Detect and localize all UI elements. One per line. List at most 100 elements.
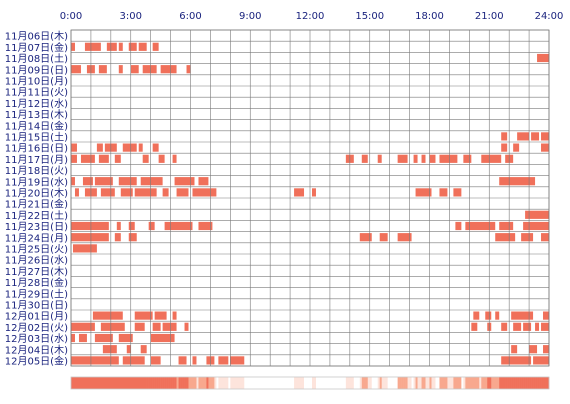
summary-cell <box>308 377 311 389</box>
summary-cell <box>509 377 512 389</box>
x-tick-label: 9:00 <box>239 11 261 22</box>
activity-bar <box>94 177 113 186</box>
activity-bar <box>128 233 137 242</box>
summary-cell <box>501 377 504 389</box>
summary-cell <box>98 377 102 389</box>
summary-cell <box>439 377 442 389</box>
activity-bar <box>78 333 87 343</box>
row-label: 11月17日(月) <box>5 154 68 166</box>
activity-bar <box>463 154 472 163</box>
row-label: 11月30日(日) <box>5 300 68 312</box>
summary-cell <box>256 377 259 389</box>
activity-bar <box>543 345 549 354</box>
summary-cell <box>106 377 110 389</box>
activity-bar <box>158 154 165 163</box>
summary-cell <box>543 377 546 389</box>
summary-cell <box>262 377 265 389</box>
summary-cell <box>118 377 122 389</box>
activity-bar <box>71 221 109 231</box>
summary-cell <box>491 377 494 389</box>
summary-cell <box>461 377 464 389</box>
row-label: 11月08日(土) <box>5 52 68 65</box>
activity-bar <box>162 188 169 197</box>
summary-cell <box>288 377 291 389</box>
activity-bar <box>541 322 549 331</box>
summary-cell <box>539 377 542 389</box>
summary-cell <box>146 377 149 389</box>
summary-cell <box>78 377 82 389</box>
summary-cell <box>212 377 215 389</box>
activity-bar <box>481 154 502 163</box>
summary-cell <box>104 377 108 389</box>
activity-bar <box>455 221 462 231</box>
activity-bar <box>377 154 382 163</box>
row-label: 11月06日(木) <box>5 31 68 43</box>
summary-cell <box>92 377 96 389</box>
activity-bar <box>128 221 135 231</box>
summary-cell <box>142 377 145 389</box>
summary-cell <box>224 377 227 389</box>
row-label: 12月05日(金) <box>5 355 68 368</box>
activity-bar <box>160 65 177 74</box>
summary-cell <box>152 377 155 389</box>
activity-bar <box>152 42 159 51</box>
summary-cell <box>393 377 396 389</box>
activity-bar <box>495 233 516 242</box>
activity-bar <box>465 221 496 231</box>
summary-cell <box>296 377 299 389</box>
summary-cell <box>116 377 120 389</box>
summary-strip-border <box>70 376 550 390</box>
x-tick-label: 6:00 <box>179 11 201 22</box>
summary-cell <box>80 377 84 389</box>
activity-bar <box>100 322 125 331</box>
summary-cell <box>505 377 508 389</box>
summary-cell <box>507 377 510 389</box>
summary-cell <box>250 377 253 389</box>
summary-cell <box>218 377 221 389</box>
summary-cell <box>74 377 78 389</box>
row-label: 11月10日(月) <box>5 76 68 88</box>
activity-bar <box>126 345 131 354</box>
activity-bar <box>154 311 167 320</box>
summary-cell <box>455 377 458 389</box>
activity-bar <box>92 311 123 320</box>
summary-cell <box>409 377 412 389</box>
activity-bar <box>397 154 408 163</box>
summary-cell <box>429 377 432 389</box>
summary-cell <box>140 377 143 389</box>
summary-cell <box>379 377 382 389</box>
summary-cell <box>136 377 140 389</box>
activity-bar <box>499 177 536 186</box>
row-label: 11月24日(月) <box>5 232 68 244</box>
summary-cell <box>214 377 217 389</box>
summary-cell <box>437 377 440 389</box>
row-label: 11月14日(金) <box>5 119 68 132</box>
summary-cell <box>166 377 169 389</box>
activity-bar <box>100 188 115 197</box>
activity-bar <box>397 233 412 242</box>
summary-cell <box>457 377 460 389</box>
activity-bar <box>80 154 95 163</box>
activity-bar <box>471 322 478 331</box>
summary-cell <box>411 377 414 389</box>
summary-cell <box>202 377 205 389</box>
summary-cell <box>315 377 319 389</box>
summary-cell <box>317 377 321 389</box>
x-tick-label: 0:00 <box>60 11 82 22</box>
summary-cell <box>232 377 235 389</box>
row-label: 11月15日(土) <box>5 131 68 144</box>
activity-bar <box>439 154 458 163</box>
summary-cell <box>537 377 540 389</box>
summary-cell <box>377 377 381 389</box>
summary-cell <box>325 377 329 389</box>
summary-cell <box>355 377 359 389</box>
activity-bar <box>537 53 549 63</box>
summary-cell <box>489 377 492 389</box>
activity-bar <box>71 65 81 74</box>
summary-cell <box>102 377 106 389</box>
activity-bar <box>521 233 534 242</box>
summary-cell <box>517 377 520 389</box>
summary-cell <box>216 377 219 389</box>
summary-cell <box>499 377 502 389</box>
summary-cell <box>204 377 207 389</box>
